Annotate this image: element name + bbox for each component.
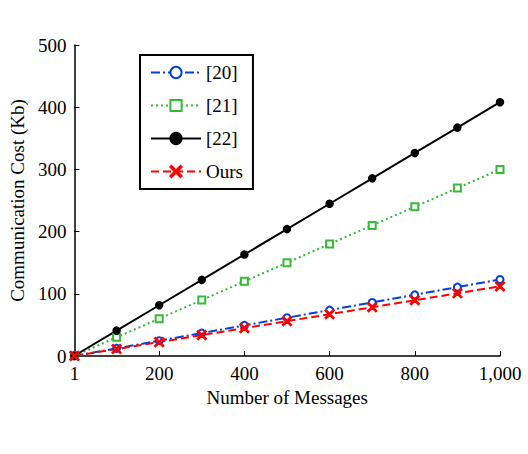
svg-text:200: 200 <box>38 221 67 242</box>
svg-text:[22]: [22] <box>206 128 238 149</box>
svg-text:0: 0 <box>57 346 67 367</box>
svg-text:[21]: [21] <box>206 95 238 116</box>
svg-text:400: 400 <box>230 363 259 384</box>
svg-text:300: 300 <box>38 159 67 180</box>
svg-text:400: 400 <box>38 97 67 118</box>
svg-text:1: 1 <box>70 363 80 384</box>
svg-text:Number of Messages: Number of Messages <box>206 387 367 408</box>
svg-text:Communication Cost (Kb): Communication Cost (Kb) <box>7 99 29 302</box>
svg-text:Ours: Ours <box>206 161 243 182</box>
svg-text:[20]: [20] <box>206 62 238 83</box>
svg-text:800: 800 <box>401 363 430 384</box>
svg-text:1,000: 1,000 <box>479 363 522 384</box>
svg-text:500: 500 <box>38 35 67 56</box>
svg-text:200: 200 <box>145 363 174 384</box>
svg-text:600: 600 <box>315 363 344 384</box>
svg-text:100: 100 <box>38 283 67 304</box>
